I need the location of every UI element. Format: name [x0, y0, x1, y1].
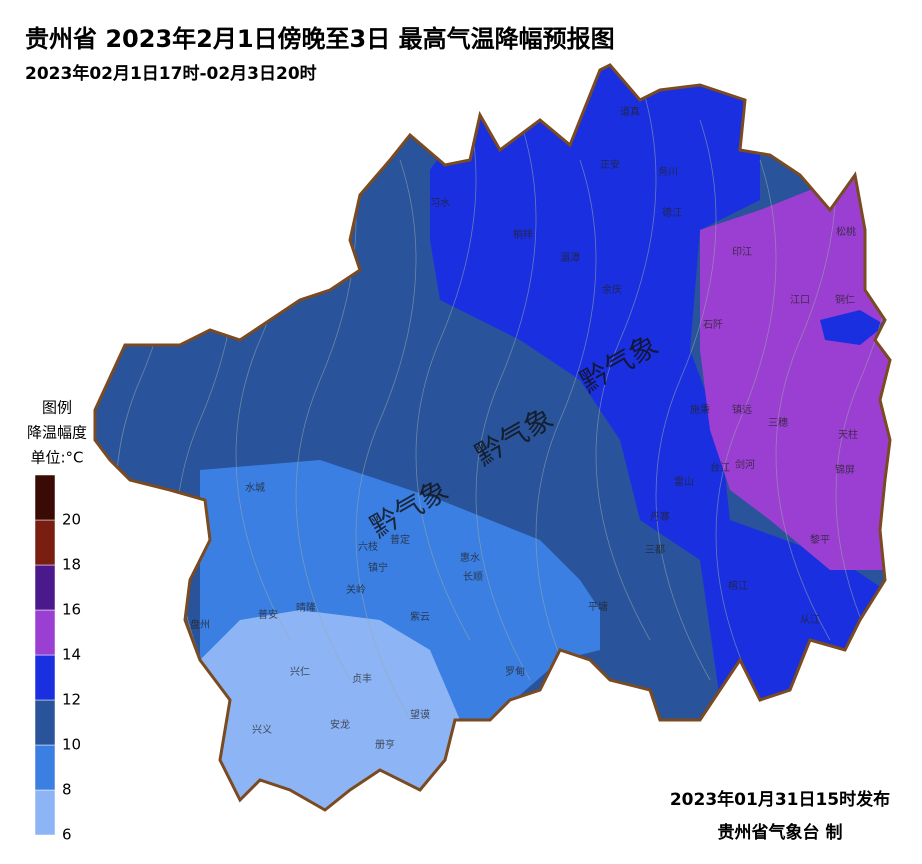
county-label: 剑河: [735, 458, 755, 471]
legend-title: 图例: [42, 399, 72, 417]
legend-swatch: [34, 564, 56, 611]
legend-tick-label: 6: [62, 826, 72, 844]
legend-tick-label: 16: [62, 601, 81, 619]
legend-tick-label: 14: [62, 646, 81, 664]
issued-time: 2023年01月31日15时发布: [670, 789, 890, 810]
county-label: 长顺: [463, 571, 483, 583]
county-label: 德江: [662, 206, 682, 219]
county-label: 三穗: [768, 416, 788, 429]
title: 贵州省 2023年2月1日傍晚至3日 最高气温降幅预报图: [25, 25, 615, 53]
county-label: 务川: [658, 165, 678, 178]
county-label: 贞丰: [352, 672, 372, 685]
county-border: [355, 159, 417, 721]
legend-swatch: [34, 699, 56, 746]
county-label: 锦屏: [835, 463, 855, 476]
county-label: 罗甸: [505, 665, 525, 678]
legend-unit: 单位:°C: [30, 449, 83, 467]
county-label: 盘州: [190, 618, 210, 631]
region-fill: [820, 310, 885, 345]
county-label: 丹寨: [650, 510, 670, 523]
county-label: 三都: [645, 544, 665, 556]
county-label: 习水: [430, 197, 450, 209]
region-fill: [200, 610, 460, 810]
county-label: 余庆: [602, 283, 622, 296]
county-label: 铜仁: [835, 294, 855, 306]
county-label: 道真: [620, 105, 640, 118]
county-border: [595, 79, 657, 641]
county-border: [835, 119, 890, 681]
county-label: 普安: [258, 608, 278, 621]
county-label: 镇远: [732, 403, 752, 416]
county-label: 兴仁: [290, 666, 310, 678]
county-label: 晴隆: [296, 601, 316, 614]
county-label: 天柱: [838, 428, 858, 441]
county-label: 镇宁: [368, 561, 388, 574]
county-label: 关岭: [346, 583, 366, 596]
county-label: 六枝: [358, 540, 378, 553]
county-label: 从江: [800, 614, 820, 626]
legend-tick-label: 8: [62, 781, 72, 799]
county-label: 平塘: [588, 600, 608, 613]
county-label: 施秉: [690, 403, 710, 416]
county-label: 兴义: [252, 724, 272, 736]
region-fill: [430, 65, 890, 700]
county-label: 黎平: [810, 533, 830, 546]
county-label: 水城: [245, 482, 265, 494]
county-label: 册亨: [375, 738, 395, 751]
county-border: [655, 119, 717, 681]
county-border: [475, 119, 537, 681]
county-label: 桐梓: [513, 228, 533, 241]
legend-swatch: [34, 474, 56, 521]
legend-swatch: [34, 744, 56, 791]
issuer: 贵州省气象台 制: [718, 822, 843, 843]
county-label: 松桃: [836, 225, 856, 238]
legend-swatch: [34, 609, 56, 656]
county-label: 榕江: [728, 579, 748, 592]
legend-tick-label: 10: [62, 736, 81, 754]
county-label: 台江: [710, 461, 730, 474]
county-label: 石阡: [703, 319, 723, 331]
county-label: 正安: [600, 158, 620, 171]
legend-swatch: [34, 789, 56, 836]
legend: 6 8 10 12 14 16 18 20: [34, 474, 81, 844]
county-label: 惠水: [460, 551, 480, 564]
legend-tick-label: 18: [62, 556, 81, 574]
county-border: [715, 159, 777, 721]
subtitle: 2023年02月1日17时-02月3日20时: [25, 63, 317, 84]
legend-tick-label: 20: [62, 511, 81, 529]
county-border: [415, 79, 477, 641]
county-label: 江口: [790, 294, 810, 306]
county-label: 雷山: [674, 476, 694, 488]
legend-swatch: [34, 519, 56, 566]
county-label: 安龙: [330, 718, 350, 731]
legend-swatch: [34, 654, 56, 701]
county-label: 湄潭: [560, 252, 580, 264]
legend-subtitle: 降温幅度: [27, 424, 87, 442]
county-label: 望谟: [410, 708, 430, 721]
county-label: 印江: [732, 246, 752, 258]
county-label: 紫云: [410, 611, 430, 623]
region-fill: [700, 170, 890, 570]
county-border: [535, 159, 597, 721]
province-border: [93, 63, 892, 812]
county-label: 普定: [390, 533, 410, 546]
legend-tick-label: 12: [62, 691, 81, 709]
